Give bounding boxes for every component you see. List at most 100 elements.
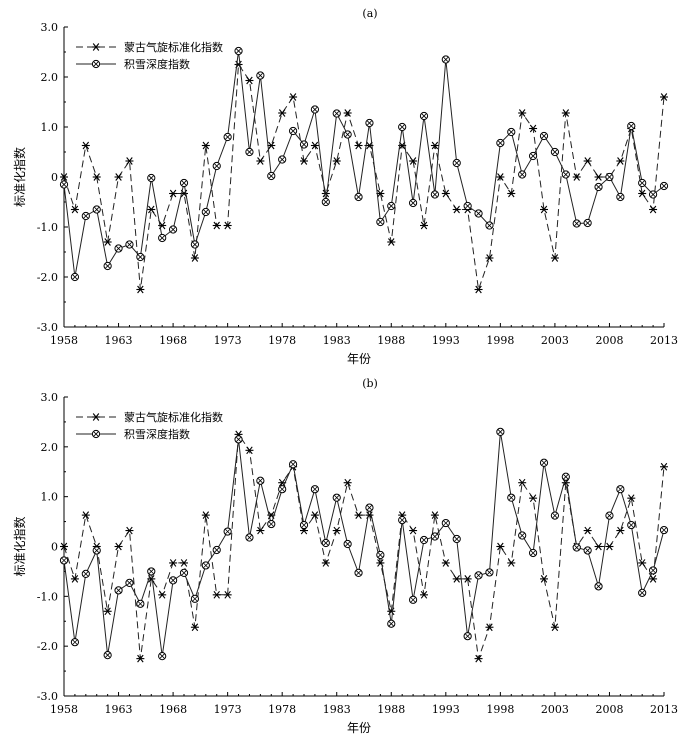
star-stroke [540,205,548,214]
star-stroke [377,189,384,198]
circle-cross [170,577,176,583]
star-stroke [431,141,439,150]
circle-cross [268,521,274,527]
snow-point-marker [59,180,69,189]
circle-cross [181,570,187,576]
star-stroke [278,478,286,487]
circle-cross [519,533,525,539]
snow-point-marker [583,218,592,228]
cyclone-point-marker [125,157,134,165]
star-stroke [529,494,537,503]
circle-cross [323,199,329,205]
star-stroke [617,157,624,165]
snow-point-marker [92,205,101,214]
x-tick-label: 2003 [541,703,569,716]
cyclone-point-marker [660,93,668,101]
snow-point-marker [419,535,429,545]
circle-cross [345,132,351,137]
snow-point-marker [59,556,69,565]
panel-label: (a) [362,7,377,20]
snow-point-marker [223,132,232,142]
snow-point-marker [441,55,450,64]
snow-point-marker [561,472,570,481]
circle-cross [148,175,154,181]
snow-point-marker [627,121,636,131]
circle-cross [388,203,394,209]
snow-point-marker [648,190,658,199]
star-stroke [518,478,526,487]
star-stroke [71,575,79,583]
star-stroke [475,285,482,294]
snow-point-marker [365,503,374,512]
star-stroke [660,93,668,101]
cyclone-point-marker [354,511,363,519]
circle-cross [61,182,67,187]
cyclone-point-marker [660,462,668,471]
chart-panel-a: (a) -3.0 -2.0 -1.0 0 1.0 2.0 3.0 1958 1963 1968 197… [12,7,678,366]
circle-cross [399,517,405,523]
cyclone-point-marker [540,205,548,214]
cyclone-point-marker [136,654,145,663]
snow-point-marker [70,638,80,647]
snow-point-marker [125,240,134,249]
snow-point-marker [158,652,167,661]
star-stroke [82,511,90,519]
circle-cross [246,535,252,541]
circle-cross [519,172,525,177]
cyclone-point-marker [81,141,90,150]
circle-cross [574,545,580,550]
cyclone-point-marker [114,542,123,551]
circle-cross [105,652,111,658]
circle-cross [203,209,209,215]
circle-cross [94,548,100,553]
star-stroke [486,254,493,262]
circle-cross [508,129,514,135]
cyclone-point-marker [190,623,199,632]
x-tick-label: 1958 [50,703,78,716]
x-tick-label: 1983 [323,703,351,716]
circle-cross [454,536,460,542]
snow-point-marker [430,190,440,199]
star-stroke [224,221,231,230]
star-stroke [420,221,428,230]
circle-cross [377,219,383,225]
star-stroke [322,189,330,198]
circle-cross [148,568,154,574]
cyclone-point-marker [92,173,101,181]
star-stroke [246,446,253,455]
snow-point-marker [659,525,669,535]
star-stroke [191,623,199,632]
y-tick-label: 2.0 [41,71,59,84]
star-stroke [453,575,460,583]
circle-cross [323,540,329,546]
circle-cross [476,572,482,578]
cyclone-point-marker [256,157,265,165]
circle-cross [236,48,242,54]
star-stroke [126,526,133,535]
circle-cross [356,194,362,200]
star-stroke [660,462,668,471]
star-stroke [311,141,319,150]
circle-cross [236,436,242,442]
cyclone-point-marker [278,109,287,117]
x-tick-label: 2013 [650,703,678,716]
snow-point-marker [659,181,669,191]
y-tick-label: -1.0 [37,590,58,603]
star-stroke [431,511,439,519]
cyclone-point-marker [332,157,341,165]
circle-cross [279,486,285,492]
circle-cross [72,639,78,645]
star-stroke [148,205,155,214]
snow-point-marker [103,261,112,271]
snow-point-marker [92,546,101,555]
cyclone-point-marker [223,590,232,599]
star-stroke [93,173,100,181]
cyclone-point-marker [289,93,298,101]
cyclone-point-marker [409,526,418,535]
circle-cross [585,220,591,226]
circle-cross [650,567,656,573]
snow-point-marker [256,476,265,485]
star-stroke [322,559,330,567]
cyclone-point-marker [256,526,265,535]
